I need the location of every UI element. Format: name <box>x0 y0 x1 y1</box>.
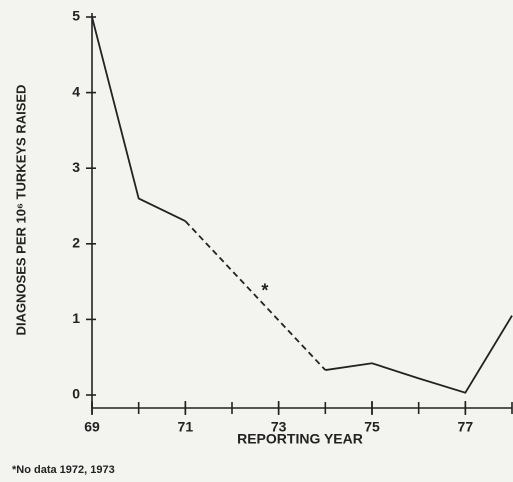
x-tick-label: 73 <box>271 419 287 435</box>
x-tick-label: 69 <box>84 419 100 435</box>
x-axis-label: REPORTING YEAR <box>237 431 363 447</box>
y-tick-label: 2 <box>72 235 80 251</box>
x-tick-label: 77 <box>458 419 474 435</box>
y-tick-label: 4 <box>72 83 80 99</box>
y-tick-label: 1 <box>72 310 80 326</box>
data-line <box>91 16 513 394</box>
gap-connector <box>184 220 326 371</box>
y-axis-label: DIAGNOSES PER 10⁶ TURKEYS RAISED <box>13 85 28 336</box>
annotation: * <box>261 280 268 300</box>
y-tick-label: 5 <box>72 8 80 24</box>
footnote: *No data 1972, 1973 <box>12 464 115 476</box>
y-tick-label: 3 <box>72 159 80 175</box>
x-tick-label: 75 <box>364 419 380 435</box>
y-tick-label: 0 <box>72 386 80 402</box>
x-tick-label: 71 <box>178 419 194 435</box>
